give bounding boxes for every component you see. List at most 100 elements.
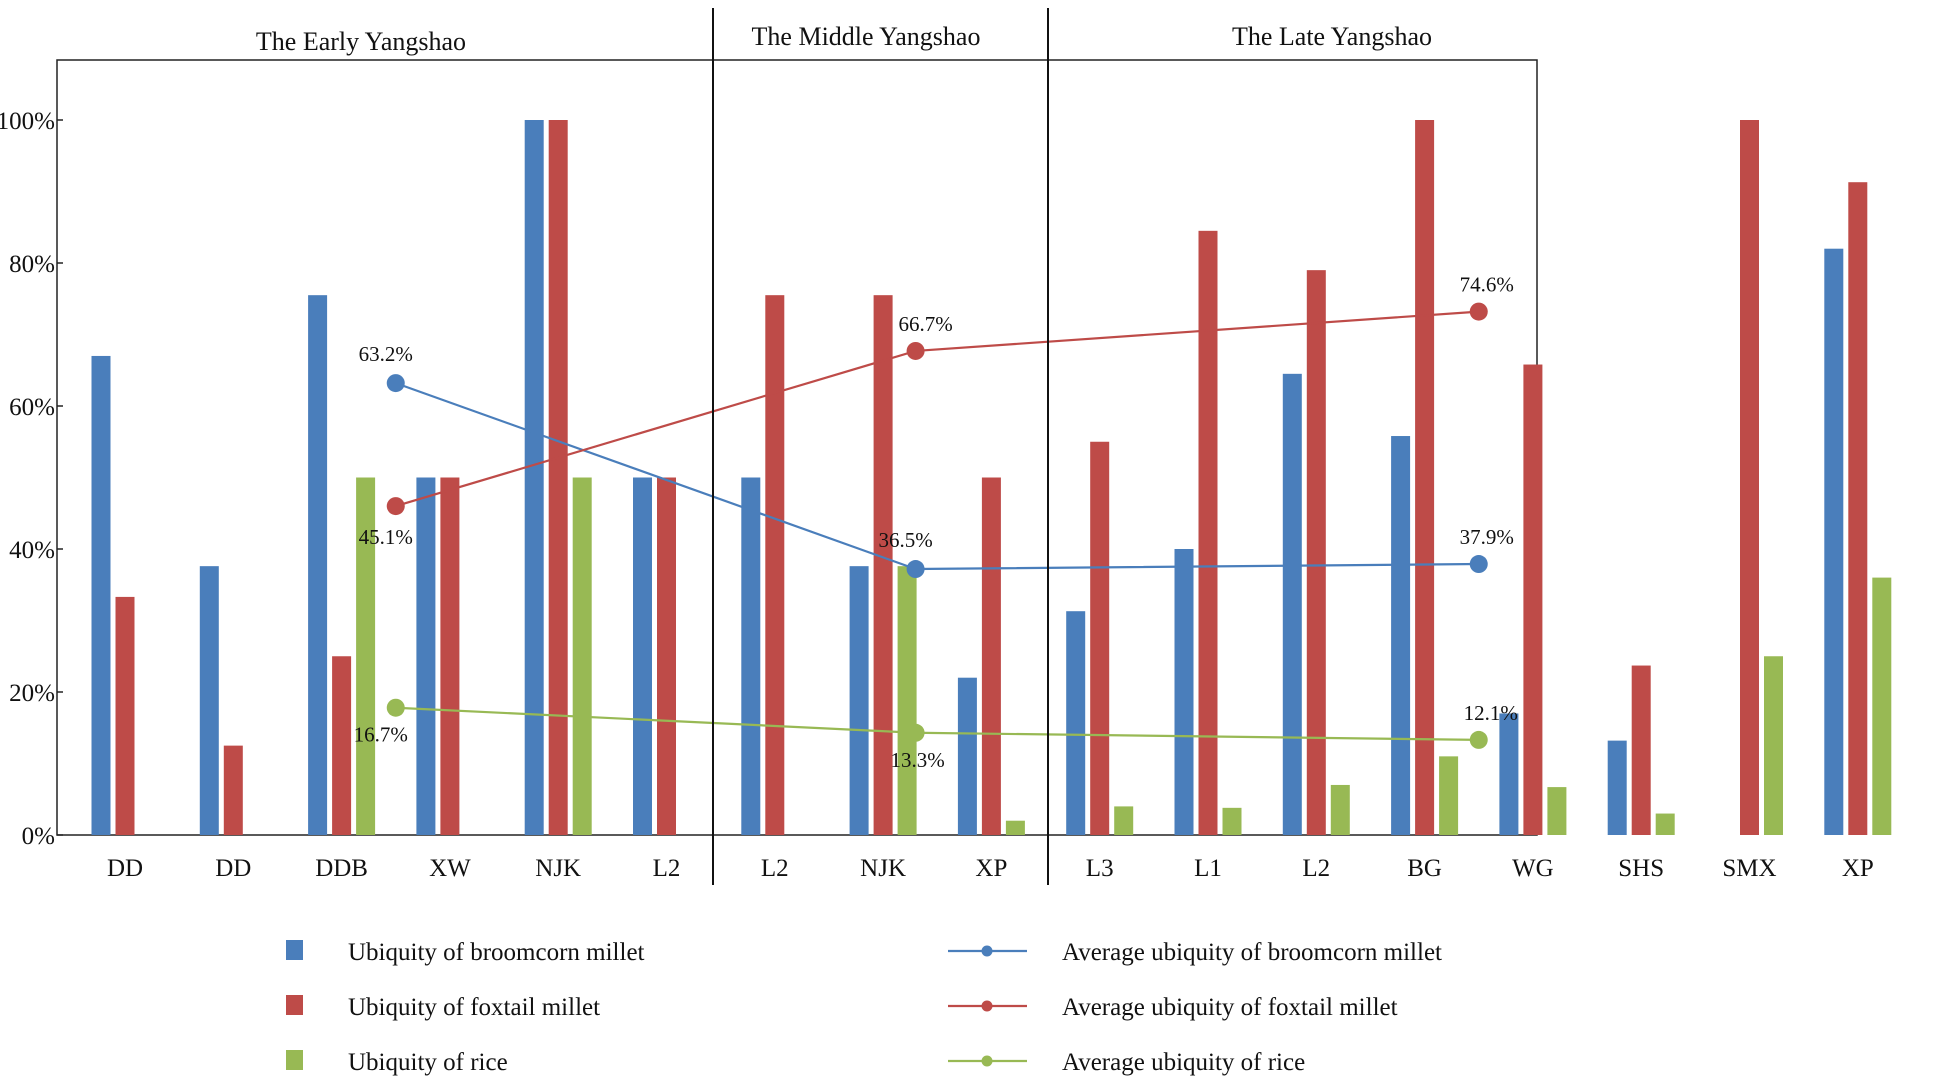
legend-label-3: Ubiquity of rice xyxy=(348,1049,508,1076)
bar-2-5 xyxy=(657,477,676,835)
bar-2-0 xyxy=(115,596,135,835)
bar-2-13 xyxy=(1523,364,1543,835)
y-tick-label: 40% xyxy=(9,537,55,564)
x-category-label: XW xyxy=(429,855,471,882)
bar-3-14 xyxy=(1655,813,1675,835)
bar-3-4 xyxy=(572,477,592,835)
bar-2-1 xyxy=(223,745,243,835)
average-label-3-0: 16.7% xyxy=(354,723,408,747)
legend-swatch-1 xyxy=(286,940,303,960)
bars xyxy=(91,120,1892,835)
legend-line-marker-2 xyxy=(981,1000,993,1012)
bar-3-15 xyxy=(1764,656,1783,835)
bar-1-3 xyxy=(416,477,436,835)
average-lines: 63.2% 36.5% 37.9% 45.1% 66.7% 74.6% 16.7% 13.3%… xyxy=(354,273,1518,772)
bar-1-0 xyxy=(91,355,111,835)
x-category-label: WG xyxy=(1512,855,1554,882)
legend-swatch-3 xyxy=(286,1050,303,1070)
x-category-label: DD xyxy=(107,855,143,882)
bar-2-8 xyxy=(981,477,1001,835)
average-label-2-2: 74.6% xyxy=(1460,273,1514,297)
x-category-label: NJK xyxy=(535,855,581,882)
x-category-label: XP xyxy=(975,855,1007,882)
legend-swatch-2 xyxy=(286,995,303,1015)
legend-line-marker-3 xyxy=(981,1055,993,1067)
bar-1-9 xyxy=(1066,611,1086,835)
y-tick-label: 20% xyxy=(9,680,55,707)
bar-2-6 xyxy=(765,295,785,835)
bar-3-13 xyxy=(1547,787,1567,835)
bar-1-1 xyxy=(199,566,219,835)
bar-1-8 xyxy=(957,677,977,835)
bar-1-2 xyxy=(308,295,328,835)
x-category-label: L2 xyxy=(1302,855,1330,882)
x-category-label: L2 xyxy=(761,855,789,882)
bar-1-7 xyxy=(849,566,869,835)
bar-2-10 xyxy=(1198,230,1218,835)
bar-1-12 xyxy=(1391,436,1411,835)
bar-2-4 xyxy=(548,120,568,835)
period-title-3: The Late Yangshao xyxy=(1232,22,1432,51)
bar-1-10 xyxy=(1174,549,1194,835)
average-marker-2-0 xyxy=(386,497,405,516)
x-category-label: BG xyxy=(1407,855,1442,882)
bar-2-12 xyxy=(1415,120,1435,835)
x-category-label: SHS xyxy=(1618,855,1664,882)
bar-1-14 xyxy=(1607,740,1627,835)
bar-1-16 xyxy=(1824,248,1844,835)
x-category-label: NJK xyxy=(860,855,906,882)
average-marker-2-2 xyxy=(1469,302,1488,321)
x-category-label: L3 xyxy=(1086,855,1114,882)
y-tick-label: 100% xyxy=(0,108,55,135)
legend: Ubiquity of broomcorn millet Ubiquity of … xyxy=(286,939,1442,1076)
legend-label-1: Ubiquity of broomcorn millet xyxy=(348,939,645,966)
bar-2-11 xyxy=(1306,270,1326,835)
average-marker-1-1 xyxy=(906,560,925,579)
x-axis: DD DD DDB XW NJK L2 L2 NJK XP L3 L1 L2 BG WG SHS SMX XP xyxy=(107,855,1874,882)
bar-3-11 xyxy=(1330,784,1350,835)
x-category-label: L1 xyxy=(1194,855,1222,882)
legend-line-label-1: Average ubiquity of broomcorn millet xyxy=(1062,939,1442,966)
bar-3-9 xyxy=(1114,806,1134,835)
average-label-2-0: 45.1% xyxy=(359,525,413,549)
average-label-1-2: 37.9% xyxy=(1460,525,1514,549)
period-title-2: The Middle Yangshao xyxy=(752,22,981,51)
average-marker-3-1 xyxy=(906,723,925,742)
y-tick-label: 60% xyxy=(9,394,55,421)
average-marker-2-1 xyxy=(906,341,925,360)
x-category-label: L2 xyxy=(653,855,681,882)
bar-2-2 xyxy=(332,656,352,835)
period-headers: The Early Yangshao The Middle Yangshao The… xyxy=(256,8,1432,885)
bar-3-2 xyxy=(356,477,376,835)
average-marker-3-2 xyxy=(1469,730,1488,749)
bar-3-8 xyxy=(1005,820,1025,835)
average-label-3-1: 13.3% xyxy=(890,748,944,772)
bar-2-14 xyxy=(1631,665,1651,835)
bar-2-7 xyxy=(873,295,893,835)
bar-2-16 xyxy=(1848,182,1868,835)
legend-label-2: Ubiquity of foxtail millet xyxy=(348,994,600,1021)
average-marker-1-2 xyxy=(1469,555,1488,574)
bar-3-12 xyxy=(1439,756,1459,835)
average-label-1-1: 36.5% xyxy=(878,528,932,552)
bar-1-4 xyxy=(524,120,544,835)
x-category-label: DDB xyxy=(315,855,368,882)
bar-3-7 xyxy=(897,566,917,835)
average-marker-3-0 xyxy=(386,698,405,717)
bar-1-6 xyxy=(741,477,761,835)
period-title-1: The Early Yangshao xyxy=(256,27,466,56)
bar-3-10 xyxy=(1222,807,1242,835)
bar-1-13 xyxy=(1499,713,1519,835)
average-label-2-1: 66.7% xyxy=(898,312,952,336)
legend-line-label-2: Average ubiquity of foxtail millet xyxy=(1062,994,1398,1021)
average-marker-1-0 xyxy=(386,374,405,393)
y-tick-label: 0% xyxy=(22,823,55,850)
y-tick-label: 80% xyxy=(9,251,55,278)
x-category-label: XP xyxy=(1842,855,1874,882)
bar-1-11 xyxy=(1282,373,1302,835)
legend-line-label-3: Average ubiquity of rice xyxy=(1062,1049,1305,1076)
bar-1-5 xyxy=(633,477,652,835)
